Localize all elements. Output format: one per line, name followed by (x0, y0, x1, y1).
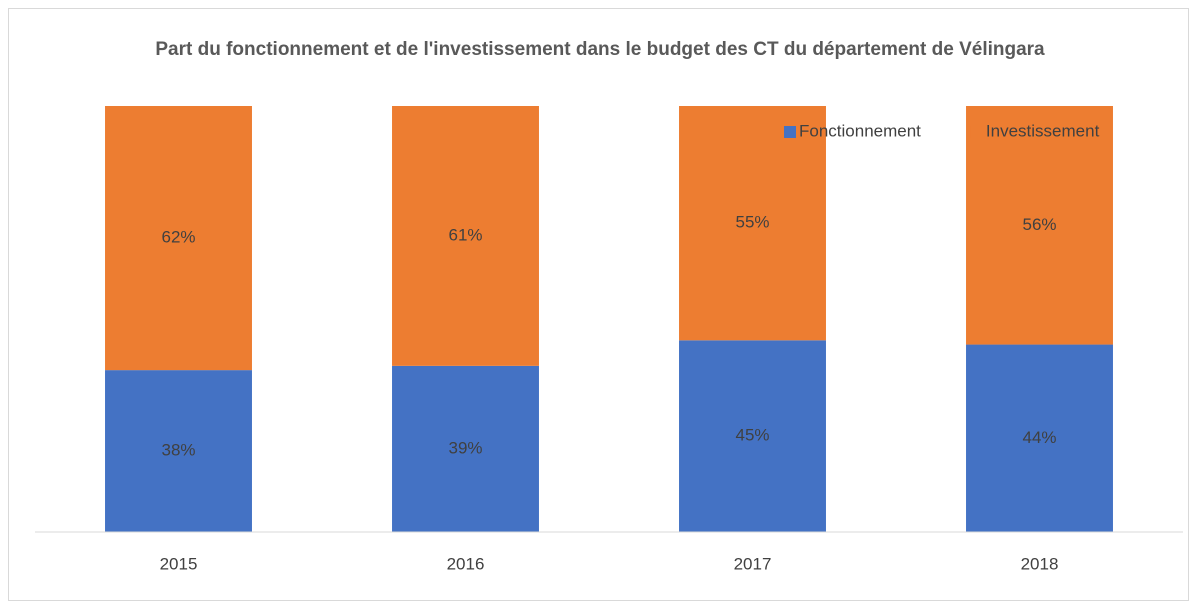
chart-frame (8, 8, 1189, 601)
bar-segment (105, 370, 252, 532)
bar-segment (392, 365, 539, 532)
data-label: 55% (735, 213, 769, 232)
chart-title: Part du fonctionnement et de l'investiss… (155, 39, 1045, 60)
data-label: 61% (448, 225, 482, 244)
bar-segment (966, 344, 1113, 532)
legend-swatch (784, 126, 796, 138)
x-tick-label: 2015 (160, 554, 198, 573)
data-label: 44% (1022, 428, 1056, 447)
data-label: 62% (161, 228, 195, 247)
x-tick-label: 2018 (1021, 554, 1059, 573)
bar-segment (679, 340, 826, 532)
legend-swatch (970, 126, 983, 138)
bar-segment (105, 106, 252, 371)
data-label: 56% (1022, 215, 1056, 234)
bar-segment (966, 106, 1113, 345)
legend-label: Fonctionnement (799, 121, 921, 140)
x-tick-label: 2017 (734, 554, 772, 573)
bar-segment (392, 106, 539, 366)
bar-segment (679, 106, 826, 341)
data-label: 38% (161, 441, 195, 460)
legend-label: Investissement (986, 121, 1100, 140)
data-label: 39% (448, 438, 482, 457)
data-label: 45% (735, 426, 769, 445)
x-tick-label: 2016 (447, 554, 485, 573)
